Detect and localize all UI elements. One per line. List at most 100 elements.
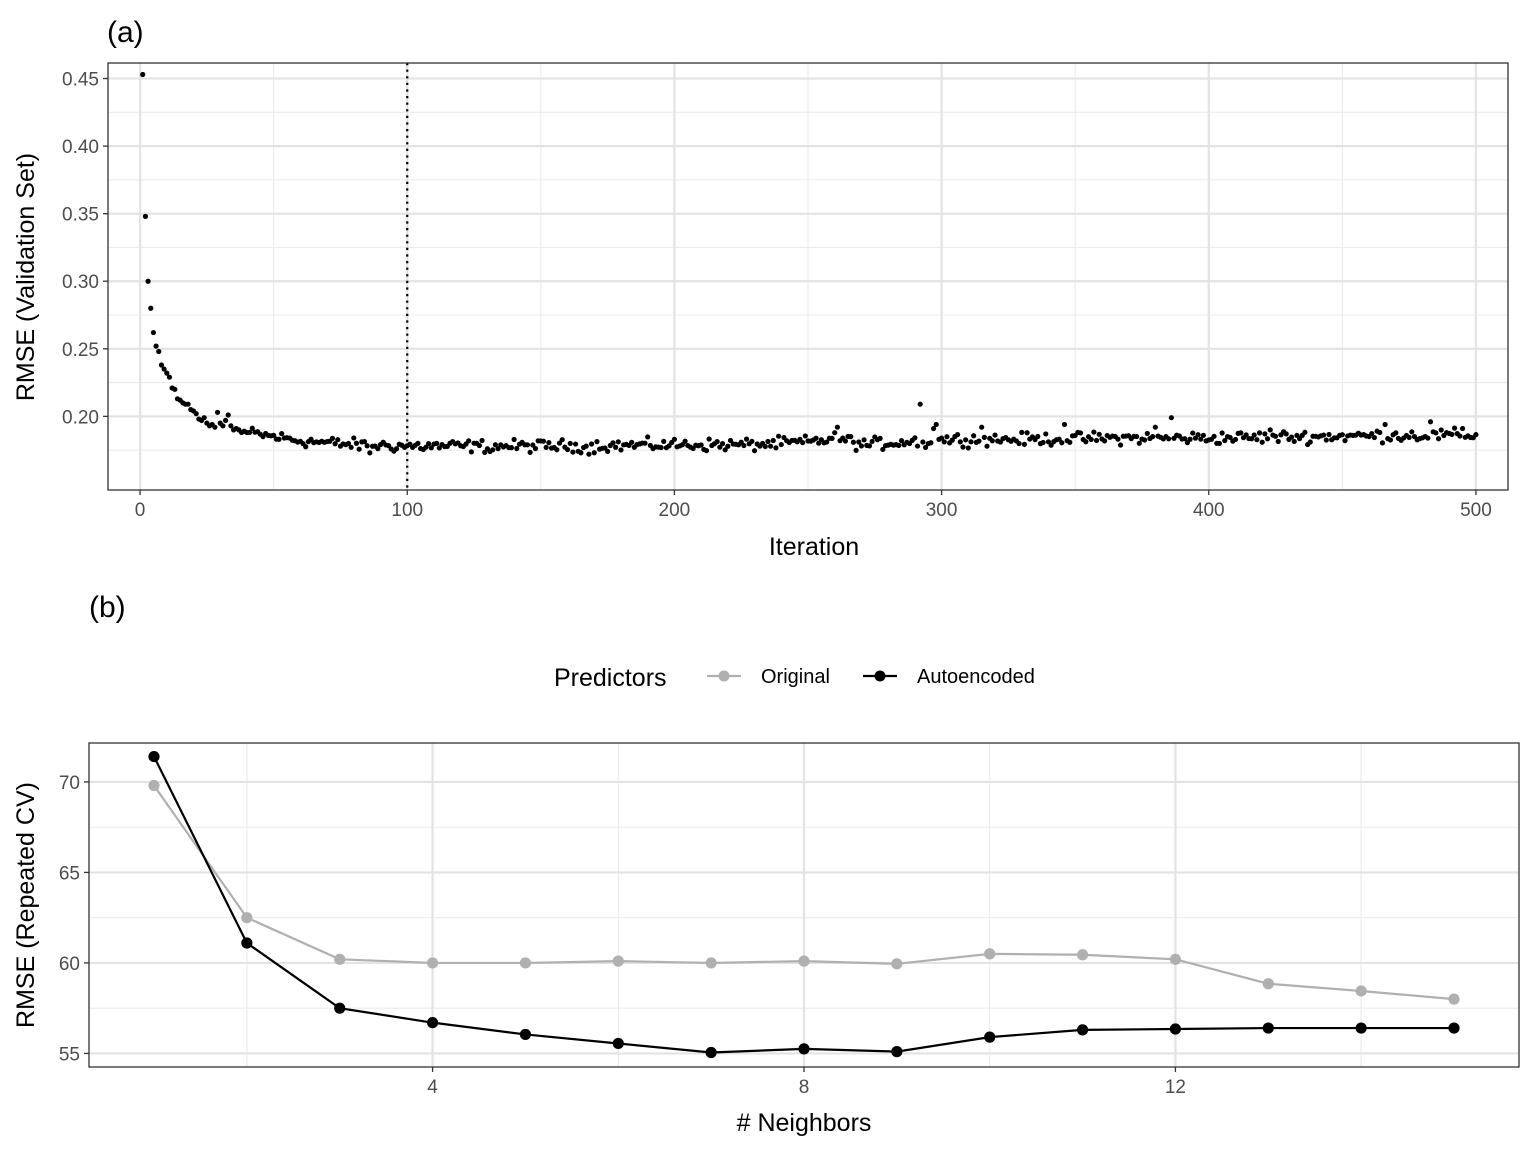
data-point	[511, 436, 517, 443]
series-point	[426, 957, 439, 969]
data-point	[722, 447, 728, 453]
data-point	[164, 370, 170, 376]
data-point	[1093, 437, 1100, 444]
data-point	[1088, 436, 1094, 443]
data-point	[212, 424, 218, 430]
data-point	[912, 435, 918, 441]
series-point	[1262, 1022, 1274, 1034]
data-point	[1451, 425, 1458, 431]
data-point	[976, 438, 982, 444]
data-point	[1067, 439, 1073, 445]
data-point	[329, 435, 336, 441]
data-point	[1254, 437, 1260, 443]
series-point	[798, 1043, 810, 1055]
data-point	[1142, 437, 1148, 443]
data-point	[466, 438, 472, 444]
data-point	[367, 450, 373, 456]
data-point	[714, 439, 720, 445]
panel-a-y-axis-title: RMSE (Validation Set)	[12, 153, 40, 401]
data-point	[530, 442, 536, 448]
data-point	[898, 438, 905, 444]
y-tick-label: 0.30	[62, 272, 99, 293]
data-point	[1040, 439, 1046, 446]
legend-key-autoencoded	[863, 670, 897, 682]
data-point	[353, 440, 360, 446]
data-point	[1326, 431, 1332, 438]
data-point	[725, 443, 731, 449]
data-point	[610, 440, 616, 446]
data-point	[1272, 433, 1279, 439]
data-point	[193, 411, 199, 417]
data-point	[1134, 433, 1140, 440]
data-point	[351, 435, 357, 441]
data-point	[1427, 419, 1434, 425]
x-tick-label: 0	[135, 500, 146, 521]
data-point	[1379, 440, 1386, 446]
series-point	[241, 937, 253, 949]
data-point	[615, 439, 621, 445]
data-point	[588, 441, 595, 447]
data-point	[524, 442, 531, 448]
data-point	[944, 434, 950, 440]
data-point	[1342, 438, 1348, 444]
data-point	[949, 437, 955, 443]
x-tick-label: 100	[391, 500, 423, 521]
data-point	[578, 450, 584, 456]
data-point	[1083, 439, 1089, 445]
data-point	[1321, 432, 1327, 438]
data-point	[861, 437, 867, 443]
data-point	[591, 450, 597, 456]
data-point	[981, 434, 987, 440]
data-point	[1096, 431, 1102, 437]
data-point	[1267, 427, 1273, 433]
data-point	[1377, 429, 1383, 436]
series-point	[334, 1002, 346, 1014]
data-point	[361, 438, 368, 445]
data-point	[941, 439, 947, 445]
data-point	[153, 343, 159, 349]
data-point	[989, 438, 995, 444]
data-point	[271, 432, 277, 438]
data-point	[920, 439, 926, 445]
data-point	[482, 449, 488, 455]
data-point	[877, 435, 883, 441]
data-point	[527, 449, 533, 455]
series-point	[984, 948, 996, 960]
data-point	[214, 409, 221, 415]
legend-key-original	[707, 670, 741, 682]
data-point	[629, 439, 635, 445]
series-point	[1355, 985, 1367, 997]
data-point	[490, 447, 496, 453]
y-tick-label: 55	[59, 1044, 80, 1065]
data-point	[1307, 439, 1313, 445]
data-point	[1288, 434, 1295, 440]
data-point	[423, 444, 429, 450]
data-point	[933, 421, 939, 428]
data-point	[765, 438, 771, 445]
data-point	[1425, 435, 1431, 441]
series-point	[426, 1017, 439, 1029]
data-point	[583, 443, 589, 449]
series-point	[798, 955, 810, 967]
data-point	[618, 447, 624, 453]
panel-b-y-ticks: 55 60 65 70	[59, 773, 89, 1065]
panel-a-y-ticks: 0.20 0.25 0.30 0.35 0.40 0.45	[62, 70, 108, 428]
data-point	[1291, 438, 1297, 445]
data-point	[1457, 433, 1463, 439]
data-point	[1166, 436, 1172, 442]
legend: Predictors Original Autoencoded	[554, 664, 1035, 692]
data-point	[249, 425, 255, 431]
data-point	[335, 437, 341, 443]
y-tick-label: 0.45	[62, 70, 99, 91]
x-tick-label: 400	[1193, 500, 1225, 521]
panel-a-label: (a)	[107, 16, 144, 49]
data-point	[543, 444, 549, 451]
data-point	[1433, 430, 1439, 436]
data-point	[1406, 434, 1412, 440]
data-point	[228, 423, 234, 429]
series-autoencoded	[148, 750, 1460, 1059]
data-point	[1259, 439, 1265, 445]
data-point	[375, 446, 381, 452]
data-point	[773, 445, 779, 451]
legend-label-autoencoded: Autoencoded	[917, 666, 1035, 688]
